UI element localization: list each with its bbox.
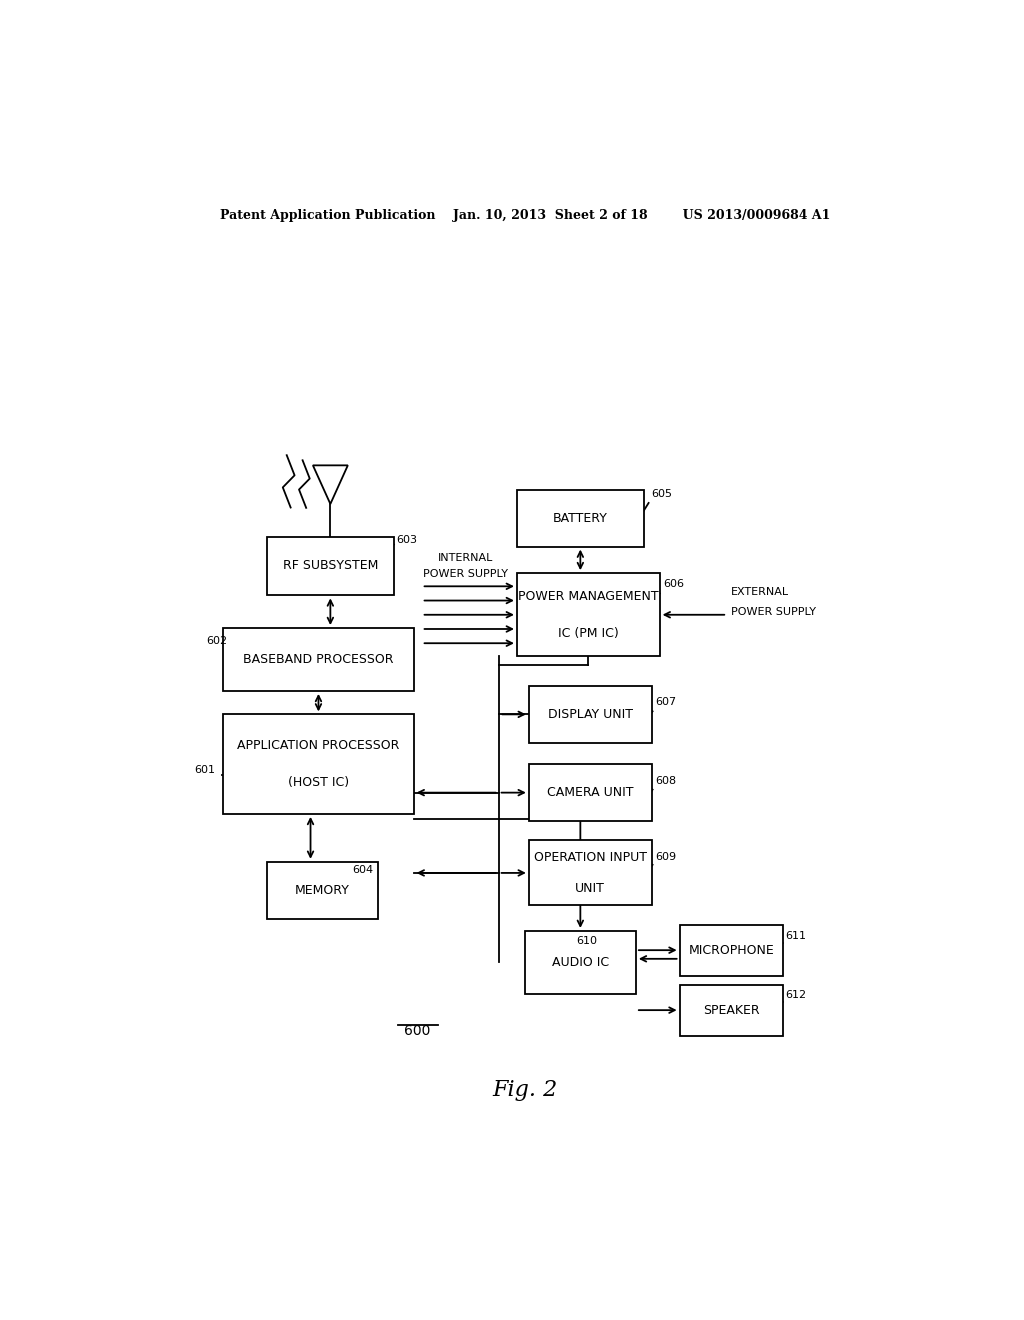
- Text: 602: 602: [206, 636, 227, 647]
- Text: BASEBAND PROCESSOR: BASEBAND PROCESSOR: [244, 653, 393, 667]
- Text: Patent Application Publication    Jan. 10, 2013  Sheet 2 of 18        US 2013/00: Patent Application Publication Jan. 10, …: [219, 209, 830, 222]
- Text: DISPLAY UNIT: DISPLAY UNIT: [548, 708, 633, 721]
- Bar: [528, 686, 652, 743]
- Text: POWER MANAGEMENT: POWER MANAGEMENT: [518, 590, 658, 603]
- Text: (HOST IC): (HOST IC): [288, 776, 349, 789]
- Text: APPLICATION PROCESSOR: APPLICATION PROCESSOR: [238, 739, 399, 752]
- Text: MEMORY: MEMORY: [295, 883, 350, 896]
- Text: MICROPHONE: MICROPHONE: [688, 944, 774, 957]
- Text: AUDIO IC: AUDIO IC: [552, 956, 609, 969]
- Bar: [524, 931, 636, 994]
- Bar: [267, 862, 378, 919]
- Text: IC (PM IC): IC (PM IC): [558, 627, 618, 640]
- Text: 604: 604: [352, 865, 373, 875]
- Text: 609: 609: [655, 851, 676, 862]
- Text: 607: 607: [655, 697, 676, 708]
- Text: SPEAKER: SPEAKER: [702, 1003, 760, 1016]
- Text: BATTERY: BATTERY: [553, 512, 608, 525]
- Text: UNIT: UNIT: [575, 882, 605, 895]
- Text: CAMERA UNIT: CAMERA UNIT: [547, 787, 634, 799]
- Bar: [267, 536, 394, 595]
- Text: 605: 605: [651, 488, 672, 499]
- Bar: [517, 573, 659, 656]
- Text: 601: 601: [195, 766, 216, 775]
- Bar: [680, 985, 782, 1036]
- Text: Fig. 2: Fig. 2: [493, 1080, 557, 1101]
- Bar: [517, 490, 644, 546]
- Text: POWER SUPPLY: POWER SUPPLY: [423, 569, 508, 579]
- Text: 608: 608: [655, 776, 676, 785]
- Text: POWER SUPPLY: POWER SUPPLY: [731, 607, 816, 616]
- Text: 610: 610: [577, 936, 597, 946]
- Text: 600: 600: [404, 1024, 431, 1039]
- Text: 612: 612: [785, 990, 806, 1001]
- Bar: [223, 628, 414, 690]
- Bar: [528, 764, 652, 821]
- Text: 606: 606: [663, 579, 684, 589]
- Text: 603: 603: [396, 535, 417, 545]
- Text: RF SUBSYSTEM: RF SUBSYSTEM: [283, 560, 378, 573]
- Text: EXTERNAL: EXTERNAL: [731, 587, 790, 598]
- Bar: [528, 841, 652, 906]
- Bar: [680, 925, 782, 975]
- Text: OPERATION INPUT: OPERATION INPUT: [534, 851, 647, 865]
- Text: 611: 611: [785, 931, 806, 941]
- Text: INTERNAL: INTERNAL: [437, 553, 493, 562]
- Bar: [223, 714, 414, 814]
